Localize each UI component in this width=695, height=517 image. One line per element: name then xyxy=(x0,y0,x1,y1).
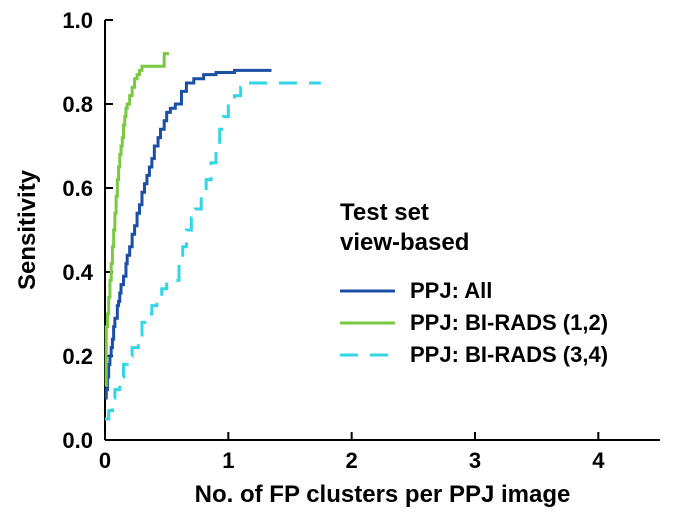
y-tick-label: 0.8 xyxy=(62,92,93,117)
x-tick-label: 4 xyxy=(592,448,605,473)
legend-title: Test set xyxy=(340,199,429,226)
y-tick-label: 0.2 xyxy=(62,344,93,369)
y-axis-label: Sensitivity xyxy=(14,169,41,290)
y-tick-label: 0.0 xyxy=(62,428,93,453)
legend-title: view-based xyxy=(340,229,469,256)
roc-chart: 0 1 2 3 4 0.0 0.2 0.4 0.6 0.8 1.0 No. of FP cluster… xyxy=(0,0,695,517)
legend-label: PPJ: BI-RADS (1,2) xyxy=(410,310,608,335)
x-tick-label: 1 xyxy=(222,448,234,473)
y-tick-label: 0.4 xyxy=(62,260,93,285)
x-tick-label: 2 xyxy=(346,448,358,473)
x-tick-label: 3 xyxy=(469,448,481,473)
series-line xyxy=(105,70,272,398)
y-tick-label: 0.6 xyxy=(62,176,93,201)
series-line xyxy=(105,83,321,419)
legend-label: PPJ: BI-RADS (3,4) xyxy=(410,342,608,367)
legend-label: PPJ: All xyxy=(410,278,492,303)
x-axis-label: No. of FP clusters per PPJ image xyxy=(195,481,571,508)
y-tick-label: 1.0 xyxy=(62,8,93,33)
chart-container: 0 1 2 3 4 0.0 0.2 0.4 0.6 0.8 1.0 No. of FP cluster… xyxy=(0,0,695,517)
x-tick-label: 0 xyxy=(99,448,111,473)
